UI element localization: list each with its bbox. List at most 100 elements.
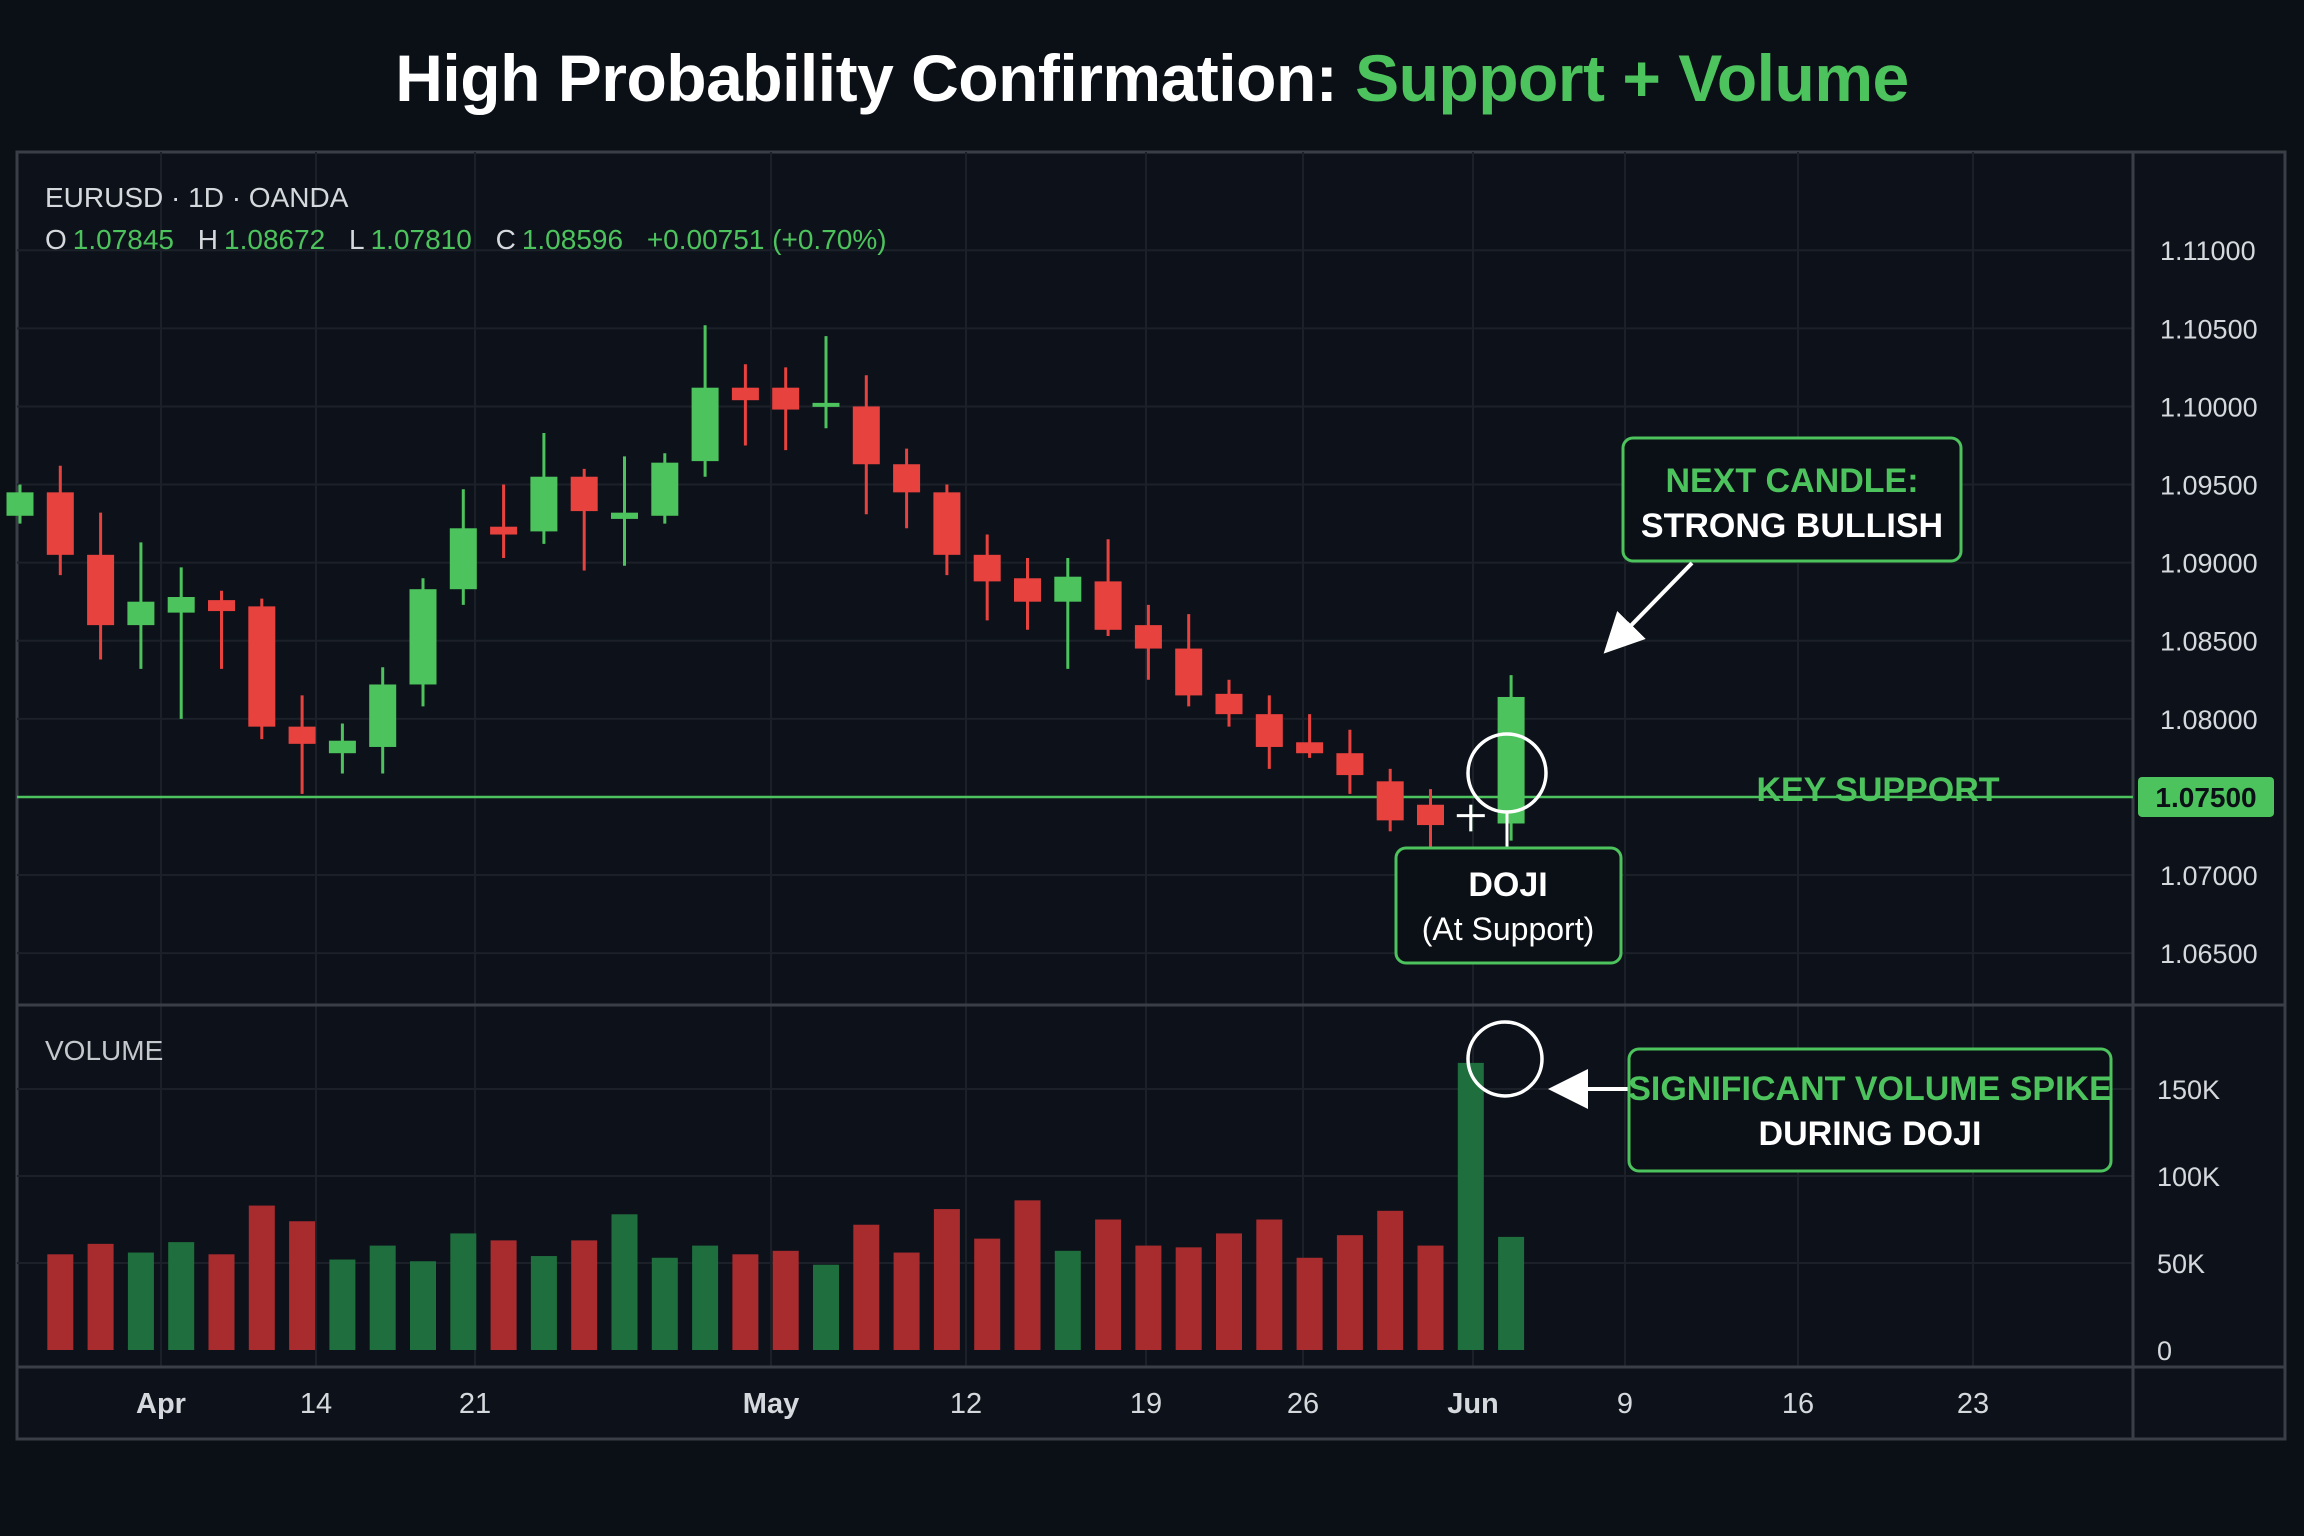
open-value: 1.07845 [73, 224, 174, 255]
volume-bar [1498, 1236, 1525, 1350]
page-title: High Probability Confirmation: Support +… [0, 40, 2304, 116]
support-tag-label: 1.07500 [2155, 782, 2256, 813]
candle-body [1255, 714, 1283, 747]
low-value: 1.07810 [371, 224, 472, 255]
volume-bar [1377, 1210, 1404, 1350]
support-price-tag: 1.07500 [2138, 776, 2274, 817]
time-tick-label: 9 [1617, 1388, 1633, 1420]
volume-spike-callout-subtitle: DURING DOJI [1759, 1115, 1982, 1153]
candle-body [1175, 648, 1203, 696]
candle-body [812, 402, 840, 407]
next-candle-arrow [1603, 561, 1694, 654]
candle-body [449, 528, 477, 590]
change-value: +0.00751 (+0.70%) [647, 224, 887, 255]
volume-bar [87, 1243, 114, 1350]
time-tick-label: 21 [459, 1388, 491, 1420]
ohlc-readout: O 1.07845 H 1.08672 L 1.07810 C 1.08596 +0.0… [45, 224, 887, 255]
key-support-label: KEY SUPPORT [1756, 771, 1999, 809]
candle-body [611, 512, 638, 519]
candle-body [409, 589, 437, 685]
volume-bar [490, 1240, 517, 1350]
volume-tick-label: 100K [2157, 1162, 2220, 1192]
doji-callout-subtitle: (At Support) [1422, 911, 1595, 947]
candle-body [570, 476, 598, 512]
candle-body [772, 387, 800, 410]
doji-callout [1394, 846, 1623, 965]
doji-callout-title: DOJI [1468, 866, 1547, 904]
candle-body [46, 492, 74, 555]
close-key: C [496, 224, 516, 255]
candle-body [731, 387, 759, 401]
volume-spike-callout-title: SIGNIFICANT VOLUME SPIKE [1628, 1070, 2112, 1108]
candle-body [1094, 581, 1122, 630]
volume-bar [853, 1224, 880, 1350]
candle-body [852, 406, 880, 465]
candle-body [1417, 804, 1444, 826]
volume-bar [168, 1242, 195, 1350]
price-tick-label: 1.09500 [2160, 471, 2258, 501]
candle-body [933, 492, 961, 555]
volume-bar [651, 1257, 678, 1350]
volume-bar [772, 1250, 799, 1350]
candle-body [893, 464, 921, 493]
volume-bar [410, 1261, 436, 1350]
volume-pane-label: VOLUME [45, 1035, 163, 1066]
candle-body [1296, 742, 1324, 754]
volume-spike-callout [1627, 1047, 2113, 1173]
candle-body [1054, 576, 1082, 602]
volume-tick-label: 50K [2157, 1249, 2205, 1279]
volume-bar [974, 1238, 1001, 1350]
volume-tick-label: 0 [2157, 1336, 2172, 1366]
volume-bar [208, 1254, 235, 1350]
price-tick-label: 1.11000 [2160, 236, 2256, 266]
candle-body [127, 601, 155, 626]
candle-body [1134, 625, 1162, 649]
candle-body [490, 526, 518, 535]
volume-bar [329, 1259, 356, 1350]
high-key: H [198, 224, 218, 255]
volume-spike-highlight-circle [1466, 1020, 1544, 1098]
price-tick-label: 1.07000 [2160, 861, 2258, 891]
volume-tick-label: 150K [2157, 1075, 2220, 1105]
volume-bar [1216, 1233, 1242, 1350]
symbol-label: EURUSD · 1D · OANDA [45, 182, 349, 213]
candle-body [651, 462, 679, 516]
volume-bar [530, 1256, 557, 1350]
volume-bar [1457, 1062, 1484, 1350]
next-candle-callout-title: NEXT CANDLE: [1665, 462, 1918, 500]
price-tick-label: 1.10000 [2160, 392, 2258, 422]
time-tick-label: 19 [1130, 1388, 1162, 1420]
candle-body [1336, 753, 1364, 776]
volume-bar [248, 1205, 275, 1350]
volume-bar [571, 1240, 598, 1350]
candle-body [248, 606, 276, 727]
time-tick-label: May [743, 1388, 799, 1420]
volume-bar [1336, 1235, 1363, 1350]
volume-bar [1175, 1247, 1202, 1350]
volume-bar [1054, 1250, 1081, 1350]
volume-bar [47, 1254, 74, 1350]
candle-body [288, 726, 316, 744]
volume-bar [1095, 1219, 1122, 1350]
volume-bar [1135, 1245, 1162, 1350]
volume-bars [47, 1062, 1525, 1350]
volume-bar [450, 1233, 477, 1350]
time-tick-label: 26 [1287, 1388, 1319, 1420]
volume-bar [289, 1221, 316, 1350]
volume-bar [611, 1214, 638, 1350]
volume-bar [1014, 1200, 1041, 1350]
volume-bar [1296, 1257, 1323, 1350]
time-tick-label: 16 [1782, 1388, 1814, 1420]
volume-bar [933, 1209, 960, 1350]
candle-body [167, 597, 195, 613]
open-key: O [45, 224, 67, 255]
candle-body [328, 740, 356, 754]
candle-body [530, 476, 558, 532]
close-value: 1.08596 [522, 224, 623, 255]
volume-bar [127, 1252, 154, 1350]
next-candle-callout-subtitle: STRONG BULLISH [1641, 507, 1943, 545]
candle-body [1014, 578, 1041, 602]
volume-bar [1256, 1219, 1283, 1350]
price-tick-label: 1.06500 [2160, 939, 2258, 969]
